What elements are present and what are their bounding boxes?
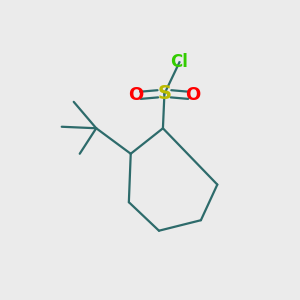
Text: O: O xyxy=(185,86,201,104)
Text: S: S xyxy=(158,84,171,103)
Text: Cl: Cl xyxy=(170,53,188,71)
Text: O: O xyxy=(128,86,144,104)
